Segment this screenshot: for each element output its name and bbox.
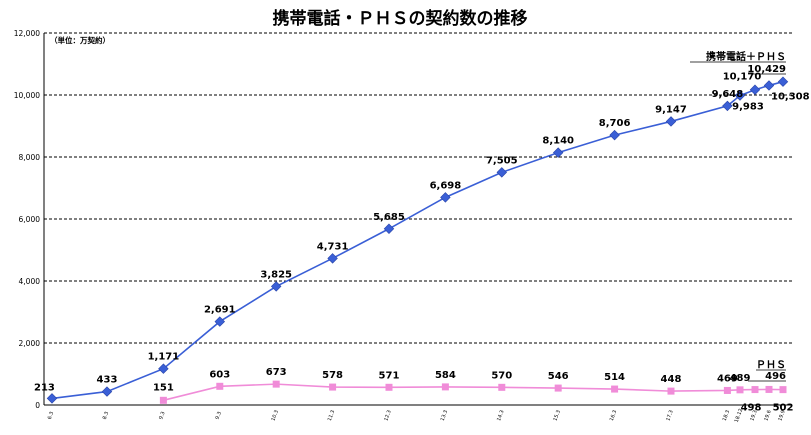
- data-label: 448: [661, 374, 682, 385]
- x-tick-label: 17.3: [665, 409, 674, 422]
- axes: 0 2,000 4,000 6,000 8,000 10,000 12,000 6.3 8.3 9…: [14, 29, 792, 423]
- data-point: [723, 386, 731, 394]
- x-tick-label: 12.3: [383, 409, 392, 422]
- data-point: [749, 84, 761, 95]
- data-label: 151: [153, 382, 174, 393]
- data-point: [272, 380, 280, 388]
- data-label: 3,825: [260, 269, 292, 280]
- data-point: [611, 385, 619, 393]
- data-label: 1,171: [148, 352, 180, 363]
- unit-note: （単位：万契約）: [50, 35, 110, 45]
- x-tick-label: 19.6: [763, 409, 772, 422]
- data-point: [763, 80, 775, 91]
- x-tick-label: 16.3: [609, 409, 618, 422]
- data-label: 433: [97, 375, 118, 386]
- data-point: [552, 147, 564, 158]
- x-tick-label: 15.3: [553, 409, 562, 422]
- data-label: 5,685: [373, 212, 405, 223]
- data-point: [385, 383, 393, 391]
- data-point: [667, 387, 675, 395]
- data-label: 6,698: [430, 180, 462, 191]
- data-label: 4,731: [317, 241, 349, 252]
- data-label: 489: [730, 373, 751, 384]
- data-point: [765, 385, 773, 393]
- y-tick-label: 0: [35, 401, 40, 410]
- data-label: 502: [773, 402, 794, 413]
- data-point: [383, 223, 395, 234]
- data-label: 9,983: [732, 102, 764, 113]
- x-tick-label: 10.3: [271, 409, 280, 422]
- data-point: [441, 383, 449, 391]
- data-label: 469: [717, 373, 738, 384]
- data-point: [270, 281, 282, 292]
- legend-label: 携帯電話＋ＰＨＳ: [706, 50, 786, 63]
- data-label: 213: [34, 382, 55, 393]
- data-point: [159, 396, 167, 404]
- data-point: [327, 253, 338, 264]
- data-point: [214, 316, 226, 327]
- data-point: [777, 76, 789, 87]
- grid: [44, 32, 792, 344]
- x-tick-label: 14.3: [496, 409, 505, 422]
- data-label: 8,140: [542, 136, 574, 147]
- data-label: 546: [548, 371, 569, 382]
- data-label: 578: [322, 370, 343, 381]
- y-tick-label: 2,000: [19, 339, 41, 348]
- data-label: 2,691: [204, 305, 236, 316]
- data-point: [216, 382, 224, 390]
- legend-label: ＰＨＳ: [756, 359, 786, 371]
- data-point: [101, 386, 113, 397]
- data-label: 10,308: [771, 91, 810, 102]
- data-point: [722, 100, 733, 112]
- data-point: [440, 192, 451, 203]
- legend-value: 496: [765, 371, 786, 382]
- data-label: 603: [209, 369, 230, 380]
- x-tick-label: 13.3: [440, 409, 449, 422]
- data-point: [609, 129, 620, 141]
- data-point: [329, 383, 337, 391]
- y-tick-label: 6,000: [19, 215, 41, 224]
- y-tick-label: 12,000: [14, 29, 40, 38]
- x-tick-label: 19.9: [777, 409, 786, 422]
- data-label: 8,706: [599, 118, 631, 129]
- data-point: [734, 90, 746, 101]
- x-tick-label: 18.12: [734, 408, 745, 424]
- series-layer: [46, 76, 789, 404]
- data-point: [736, 386, 744, 394]
- data-label: 571: [379, 370, 400, 381]
- data-label: 673: [266, 367, 287, 378]
- chart-title: 携帯電話・ＰＨＳの契約数の推移: [273, 8, 528, 29]
- data-point: [496, 167, 508, 178]
- data-label: 570: [491, 370, 512, 381]
- x-tick-label: 8.3: [102, 411, 110, 421]
- legend-value: 10,429: [747, 64, 786, 75]
- data-label: 514: [604, 372, 625, 383]
- x-tick-label: 9.3: [158, 411, 166, 421]
- data-point: [665, 116, 677, 127]
- y-tick-label: 8,000: [19, 153, 41, 162]
- data-point: [158, 363, 169, 374]
- series-line-2: [163, 383, 784, 402]
- data-point: [498, 383, 506, 391]
- data-label: 584: [435, 370, 456, 381]
- y-tick-label: 10,000: [14, 91, 40, 100]
- x-tick-label: 9.3: [215, 411, 223, 421]
- data-label: 9,648: [712, 89, 744, 100]
- data-label: 7,505: [486, 155, 518, 166]
- data-labels: 213 433 1,171 2,691 3,825 4,731 5,685 6,698 7,50…: [34, 72, 810, 414]
- x-tick-label: 18.3: [722, 409, 731, 422]
- data-point: [554, 384, 562, 392]
- data-label: 498: [741, 403, 762, 414]
- x-tick-label: 6.3: [47, 411, 55, 421]
- x-tick-label: 19.3: [749, 409, 758, 422]
- data-point: [46, 393, 58, 404]
- data-label: 10,170: [723, 72, 762, 83]
- data-point: [751, 386, 759, 394]
- data-label: 9,147: [655, 104, 687, 115]
- x-tick-label: 11.3: [327, 409, 336, 422]
- data-point: [779, 386, 787, 394]
- y-tick-label: 4,000: [19, 277, 41, 286]
